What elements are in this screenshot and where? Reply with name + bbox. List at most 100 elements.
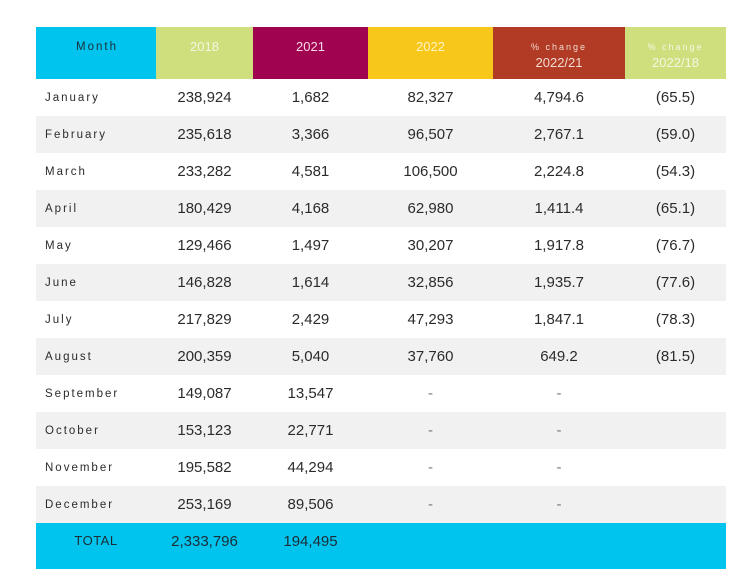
monthly-data-table: Month 2018 2021 2022 % change 2022/21 % …: [36, 27, 726, 569]
row-2021: 13,547: [287, 385, 334, 402]
row-pct-2022-18: [625, 375, 726, 412]
row-2022: -: [428, 385, 433, 402]
row-2021: 2,429: [291, 311, 330, 328]
row-pct-2022-18: (65.5): [655, 89, 696, 106]
row-2018: 238,924: [177, 89, 232, 106]
row-2021: 5,040: [291, 348, 330, 365]
row-pct-2022-21: 2,767.1: [533, 126, 585, 143]
row-pct-2022-18: (78.3): [655, 311, 696, 328]
row-pct-2022-18: [625, 449, 726, 486]
row-pct-2022-18: (76.7): [655, 237, 696, 254]
row-month: September: [45, 387, 120, 400]
row-2021: 4,581: [291, 163, 330, 180]
header-pct-label: % change: [530, 42, 588, 52]
row-2021: 1,497: [291, 237, 330, 254]
row-2022: 82,327: [407, 89, 454, 106]
header-2022: 2022: [368, 27, 493, 79]
table-row: July 217,829 2,429 47,293 1,847.1 (78.3): [36, 301, 726, 338]
row-pct-2022-18: [625, 412, 726, 449]
header-2018: 2018: [156, 27, 253, 79]
row-2022: 62,980: [407, 200, 454, 217]
row-2018: 153,123: [177, 422, 232, 439]
table-row: October 153,123 22,771 - -: [36, 412, 726, 449]
table-row: December 253,169 89,506 - -: [36, 486, 726, 523]
row-month: November: [45, 461, 115, 474]
header-pct-period: 2022/18: [652, 55, 699, 70]
table-row: November 195,582 44,294 - -: [36, 449, 726, 486]
row-pct-2022-21: 1,847.1: [533, 311, 585, 328]
row-2022: 32,856: [407, 274, 454, 291]
row-pct-2022-21: -: [556, 496, 562, 513]
row-pct-2022-18: (59.0): [655, 126, 696, 143]
row-2022: -: [428, 459, 433, 476]
total-pct-2022-21: [493, 523, 625, 533]
row-pct-2022-21: 1,411.4: [534, 200, 584, 217]
row-2021: 1,614: [291, 274, 330, 291]
row-pct-2022-18: (81.5): [655, 348, 696, 365]
row-month: December: [45, 498, 115, 511]
row-2018: 217,829: [177, 311, 232, 328]
row-2018: 195,582: [177, 459, 232, 476]
row-month: October: [45, 424, 100, 437]
table-body: January 238,924 1,682 82,327 4,794.6 (65.5) Fe…: [36, 79, 726, 523]
table-row: April 180,429 4,168 62,980 1,411.4 (65.1): [36, 190, 726, 227]
row-month: January: [45, 91, 100, 104]
row-2022: -: [428, 496, 433, 513]
row-2018: 235,618: [177, 126, 232, 143]
table-row: June 146,828 1,614 32,856 1,935.7 (77.6): [36, 264, 726, 301]
table-row: September 149,087 13,547 - -: [36, 375, 726, 412]
row-2018: 253,169: [177, 496, 232, 513]
row-2021: 22,771: [287, 422, 334, 439]
table-header-row: Month 2018 2021 2022 % change 2022/21 % …: [36, 27, 726, 79]
row-2018: 233,282: [177, 163, 232, 180]
total-label: TOTAL: [74, 533, 118, 548]
header-pct-change-2022-21: % change 2022/21: [493, 27, 625, 79]
row-pct-2022-18: (77.6): [655, 274, 696, 291]
row-pct-2022-21: 1,917.8: [533, 237, 585, 254]
row-pct-2022-18: (54.3): [655, 163, 696, 180]
row-pct-2022-21: 649.2: [540, 348, 578, 365]
row-pct-2022-18: [625, 486, 726, 523]
row-month: March: [45, 165, 87, 178]
total-2021: 194,495: [283, 533, 338, 550]
row-month: August: [45, 350, 93, 363]
header-pct-label: % change: [647, 42, 704, 52]
row-2022: 37,760: [407, 348, 454, 365]
row-2021: 89,506: [287, 496, 334, 513]
table-row: August 200,359 5,040 37,760 649.2 (81.5): [36, 338, 726, 375]
header-pct-period: 2022/21: [535, 55, 583, 70]
header-month: Month: [36, 27, 156, 79]
total-2022: [368, 523, 493, 533]
row-2022: 96,507: [407, 126, 454, 143]
row-month: June: [45, 276, 78, 289]
row-2021: 3,366: [291, 126, 330, 143]
row-month: April: [45, 202, 79, 215]
row-2021: 44,294: [287, 459, 334, 476]
row-pct-2022-21: 2,224.8: [533, 163, 585, 180]
row-2022: 47,293: [407, 311, 454, 328]
total-2018: 2,333,796: [171, 533, 238, 550]
row-2018: 149,087: [177, 385, 232, 402]
row-2018: 146,828: [177, 274, 232, 291]
row-2021: 4,168: [291, 200, 330, 217]
table-row: January 238,924 1,682 82,327 4,794.6 (65.5): [36, 79, 726, 116]
row-2022: 106,500: [403, 163, 458, 180]
row-pct-2022-21: 1,935.7: [533, 274, 585, 291]
row-month: May: [45, 239, 73, 252]
header-pct-change-2022-18: % change 2022/18: [625, 27, 726, 79]
header-2021: 2021: [253, 27, 368, 79]
row-pct-2022-18: (65.1): [655, 200, 696, 217]
row-pct-2022-21: -: [556, 459, 562, 476]
row-2021: 1,682: [291, 89, 330, 106]
row-pct-2022-21: -: [556, 422, 562, 439]
row-2018: 129,466: [177, 237, 232, 254]
table-row: February 235,618 3,366 96,507 2,767.1 (59.0): [36, 116, 726, 153]
row-pct-2022-21: -: [556, 385, 562, 402]
table-row: March 233,282 4,581 106,500 2,224.8 (54.3): [36, 153, 726, 190]
total-row: TOTAL 2,333,796 194,495: [36, 523, 726, 569]
row-2018: 200,359: [177, 348, 232, 365]
row-month: February: [45, 128, 108, 141]
row-2022: -: [428, 422, 433, 439]
total-pct-2022-18: [625, 523, 726, 533]
row-month: July: [45, 313, 74, 326]
